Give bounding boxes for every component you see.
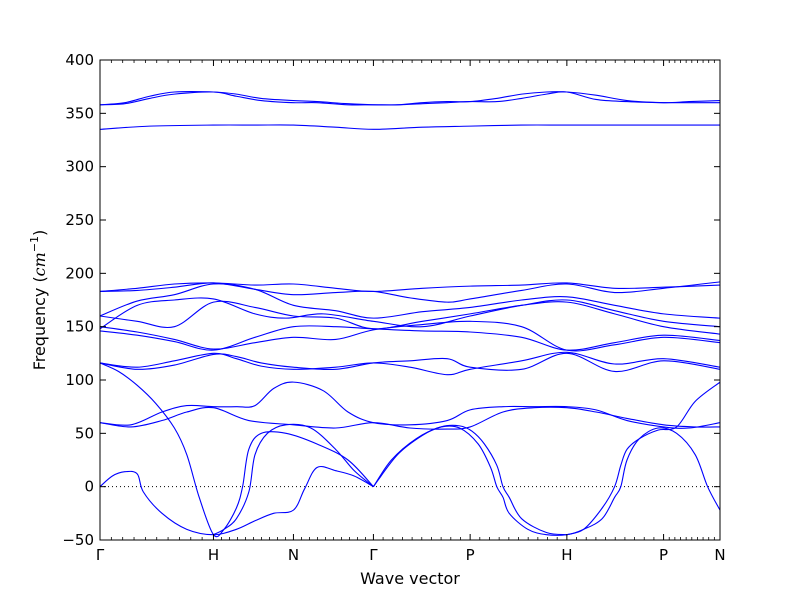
x-tick-label: N (288, 546, 299, 564)
y-axis-label: Frequency (cm−1) (28, 230, 49, 371)
band-line-7 (100, 297, 720, 330)
y-tick-label: 50 (75, 424, 94, 442)
x-tick-label: Γ (96, 546, 105, 564)
y-tick-label: 200 (65, 264, 94, 282)
band-line-18 (372, 425, 720, 536)
y-tick-label: 400 (65, 51, 94, 69)
band-line-20 (566, 381, 720, 536)
y-tick-label: 100 (65, 371, 94, 389)
y-tick-label: 0 (84, 478, 94, 496)
band-line-5 (100, 281, 720, 303)
x-tick-label: H (208, 546, 219, 564)
x-tick-label: P (659, 546, 668, 564)
band-line-14 (100, 406, 720, 430)
band-line-6 (100, 283, 720, 319)
y-axis-label-prefix: Frequency ( (30, 276, 49, 370)
y-tick-label: 300 (65, 158, 94, 176)
band-line-19 (372, 424, 567, 536)
band-line-12 (100, 352, 720, 373)
band-line-9 (100, 325, 720, 351)
x-tick-label: N (714, 546, 725, 564)
band-line-17 (213, 423, 374, 536)
axis-ticks: −50 0 50 100 150 200 250 300 350 400 Γ H N Γ P H P N (62, 51, 725, 564)
y-tick-label: −50 (62, 531, 94, 549)
plot-area (100, 91, 720, 538)
x-tick-label: H (561, 546, 572, 564)
band-line-10 (100, 320, 720, 352)
x-tick-label: P (466, 546, 475, 564)
y-tick-label: 150 (65, 318, 94, 336)
y-axis-label-exponent: −1 (28, 236, 41, 252)
band-line-3 (100, 124, 720, 130)
x-tick-label: Γ (369, 546, 378, 564)
y-axis-label-suffix: ) (30, 230, 49, 236)
x-axis-label: Wave vector (360, 569, 460, 588)
band-line-15 (100, 465, 374, 536)
y-tick-label: 250 (65, 211, 94, 229)
band-line-2 (100, 91, 720, 106)
y-tick-label: 350 (65, 104, 94, 122)
y-axis-label-unit: cm (30, 252, 49, 276)
plot-frame (99, 59, 721, 541)
